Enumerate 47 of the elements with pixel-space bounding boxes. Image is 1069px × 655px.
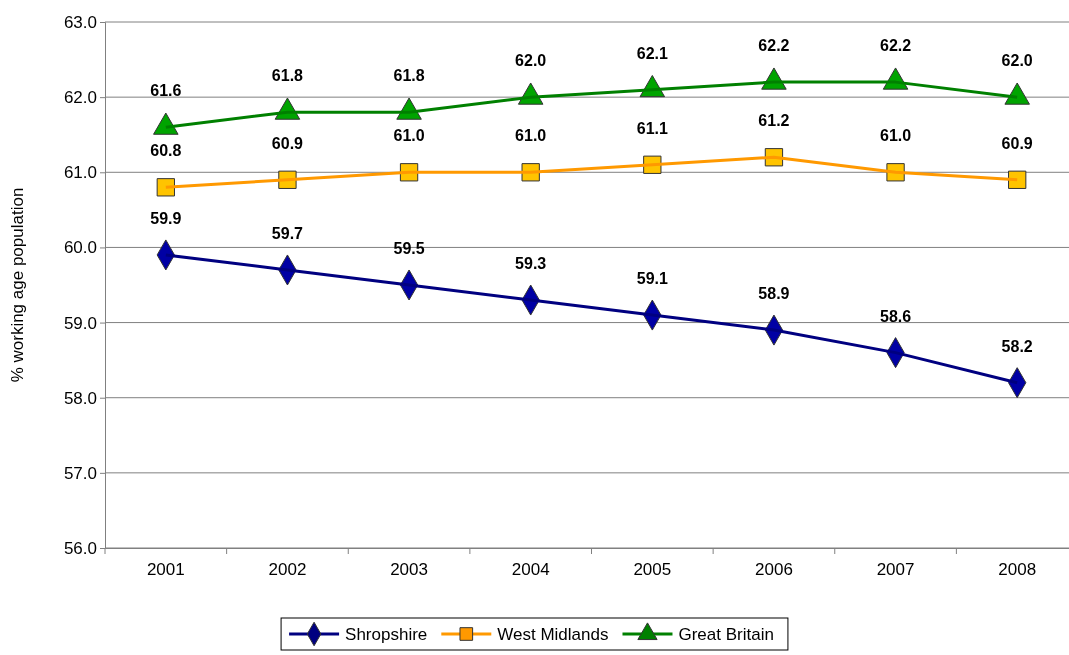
y-tick-label: 59.0 <box>63 313 97 333</box>
data-label: 61.0 <box>515 127 547 145</box>
data-label: 61.1 <box>636 119 668 137</box>
y-tick-label: 62.0 <box>63 88 97 108</box>
y-tick-label: 58.0 <box>63 388 97 408</box>
data-label: 61.0 <box>879 127 912 145</box>
data-label: 60.9 <box>1001 134 1033 152</box>
x-tick-label: 2003 <box>390 559 428 579</box>
y-tick-label: 56.0 <box>63 538 97 558</box>
legend-label: Shropshire <box>345 625 428 644</box>
x-tick-label: 2002 <box>268 559 307 579</box>
data-label: 59.5 <box>393 240 425 257</box>
data-label: 58.2 <box>1001 337 1033 355</box>
y-axis-title: % working age population <box>8 187 27 383</box>
data-label: 62.1 <box>636 44 668 62</box>
data-label: 61.0 <box>393 127 425 145</box>
x-tick-label: 2004 <box>511 559 550 579</box>
data-label: 61.2 <box>758 112 790 130</box>
data-label: 61.8 <box>271 67 304 85</box>
legend-label: Great Britain <box>678 625 774 644</box>
data-label: 60.9 <box>271 134 304 152</box>
data-label: 62.0 <box>515 52 547 70</box>
data-label: 62.2 <box>879 37 912 55</box>
x-tick-label: 2008 <box>998 559 1037 579</box>
data-label: 61.6 <box>150 82 182 100</box>
data-label: 58.6 <box>879 307 912 325</box>
y-tick-label: 63.0 <box>63 12 97 32</box>
data-label: 62.2 <box>758 37 790 55</box>
data-label: 59.1 <box>636 270 668 288</box>
data-label: 61.8 <box>393 67 425 85</box>
data-label: 60.8 <box>150 142 182 160</box>
data-label: 59.3 <box>515 255 547 273</box>
legend-label: West Midlands <box>497 625 609 644</box>
x-tick-label: 2005 <box>633 559 672 579</box>
x-tick-label: 2001 <box>146 559 185 579</box>
y-tick-label: 57.0 <box>63 463 97 483</box>
data-label: 58.9 <box>758 285 790 303</box>
x-tick-label: 2006 <box>755 559 793 579</box>
point <box>1008 170 1027 189</box>
point <box>156 178 175 197</box>
y-tick-label: 61.0 <box>63 163 97 183</box>
point <box>153 112 179 135</box>
data-label: 59.9 <box>150 209 182 227</box>
x-tick-label: 2007 <box>876 559 915 579</box>
data-label: 59.7 <box>271 224 304 242</box>
data-label: 62.0 <box>1001 52 1033 70</box>
y-tick-label: 60.0 <box>63 238 97 258</box>
